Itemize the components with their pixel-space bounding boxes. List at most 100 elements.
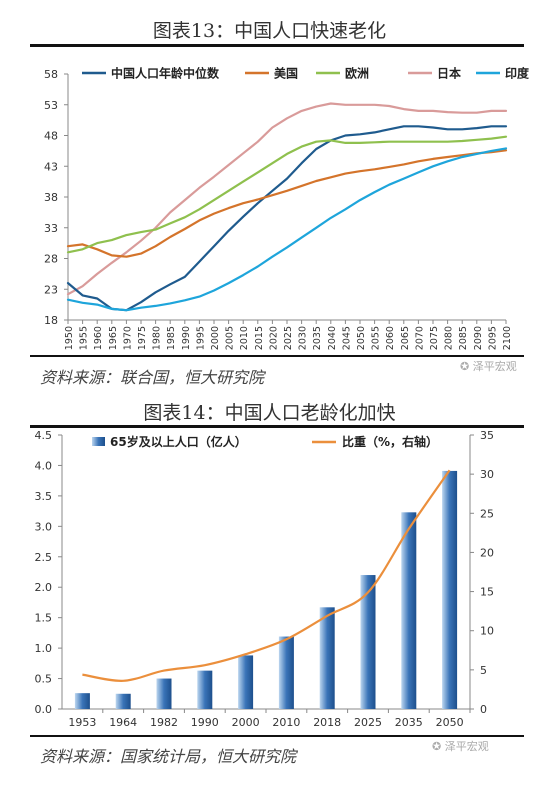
chart2-left-tick-label: 1.0 xyxy=(35,642,53,655)
chart2-left-tick-label: 2.0 xyxy=(35,581,53,594)
chart1-x-tick-label: 2050 xyxy=(356,326,367,350)
chart2-right-tick-label: 10 xyxy=(480,625,494,638)
chart1-x-tick-label: 2025 xyxy=(283,326,294,350)
chart1-x-tick-label: 1950 xyxy=(64,326,75,350)
chart1-y-tick-label: 33 xyxy=(44,222,58,235)
chart1-y-tick-label: 28 xyxy=(44,253,58,266)
chart2-right-tick-label: 5 xyxy=(480,664,487,677)
chart1-title: 图表13：中国人口快速老化 xyxy=(152,20,387,42)
chart2-bar xyxy=(74,693,90,709)
chart1-x-tick-label: 1985 xyxy=(166,326,177,350)
chart2-bar xyxy=(115,693,131,709)
chart2-plot: 0.00.51.01.52.02.53.03.54.04.50510152025… xyxy=(35,429,495,729)
chart1-legend-label: 美国 xyxy=(274,66,298,81)
chart2-left-tick-label: 4.5 xyxy=(35,429,53,442)
chart1-watermark: ✪ 泽平宏观 xyxy=(460,358,517,374)
chart1-y-tick-label: 58 xyxy=(44,68,58,81)
chart1-x-tick-label: 2085 xyxy=(458,326,469,350)
chart1-bottom-rule xyxy=(30,355,524,357)
chart2-bar xyxy=(238,655,254,709)
chart2-bar xyxy=(278,636,294,709)
chart2-bar xyxy=(360,575,376,709)
chart2-x-tick-label: 1964 xyxy=(109,716,137,729)
wechat-icon: ✪ xyxy=(432,740,442,753)
chart1-x-tick-label: 1995 xyxy=(195,326,206,350)
chart2-x-tick-label: 1990 xyxy=(191,716,219,729)
chart2-watermark: ✪ 泽平宏观 xyxy=(432,738,489,754)
chart1-x-tick-label: 2070 xyxy=(414,326,425,350)
chart2-x-tick-label: 2050 xyxy=(436,716,464,729)
chart1-x-tick-label: 2075 xyxy=(429,326,440,350)
chart2-right-tick-label: 30 xyxy=(480,468,494,481)
chart1-y-tick-label: 48 xyxy=(44,130,58,143)
chart2-x-tick-label: 1953 xyxy=(68,716,96,729)
chart1-x-tick-label: 2020 xyxy=(268,326,279,350)
chart1-x-tick-label: 2045 xyxy=(341,326,352,350)
chart2-legend-swatch xyxy=(92,437,105,446)
chart1-y-tick-label: 53 xyxy=(44,99,58,112)
chart2-bar xyxy=(401,512,417,709)
chart2-left-tick-label: 0.5 xyxy=(35,673,53,686)
chart1-x-tick-label: 1960 xyxy=(93,326,104,350)
chart1-x-tick-label: 1965 xyxy=(108,326,119,350)
chart1-x-tick-label: 2060 xyxy=(385,326,396,350)
chart2-x-tick-label: 2000 xyxy=(232,716,260,729)
chart1-x-tick-label: 2100 xyxy=(502,326,513,350)
chart2-bottom-rule xyxy=(30,735,524,737)
chart2-x-tick-label: 2010 xyxy=(272,716,300,729)
chart2-x-tick-label: 1982 xyxy=(150,716,178,729)
chart1-legend-label: 日本 xyxy=(437,66,461,81)
chart2-right-tick-label: 15 xyxy=(480,586,494,599)
chart2-x-tick-label: 2025 xyxy=(354,716,382,729)
chart2-right-tick-label: 0 xyxy=(480,703,487,716)
chart1-x-tick-label: 1980 xyxy=(152,326,163,350)
chart1-legend-label: 印度 xyxy=(505,66,530,81)
chart2-x-tick-label: 2035 xyxy=(395,716,423,729)
chart2-x-tick-label: 2018 xyxy=(313,716,341,729)
chart1-y-tick-label: 18 xyxy=(44,314,58,327)
chart1-x-tick-label: 1990 xyxy=(181,326,192,350)
chart2-ratio-line xyxy=(82,469,451,682)
chart2-top-rule xyxy=(30,425,524,428)
chart2-legend-label: 比重（%，右轴） xyxy=(342,434,438,449)
chart1-x-tick-label: 2055 xyxy=(371,326,382,350)
chart1-plot: 18 23 28 33 38 43 48 53 58 1950 1955 1960 1965 1970 19… xyxy=(44,66,530,351)
chart2-legend-label: 65岁及以上人口（亿人） xyxy=(110,434,247,449)
chart1-x-tick-label: 2030 xyxy=(298,326,309,350)
chart2-left-tick-label: 1.5 xyxy=(35,612,53,625)
chart1-x-tick-label: 2095 xyxy=(487,326,498,350)
chart1-series-line xyxy=(66,135,508,254)
chart2-bar xyxy=(197,670,213,709)
chart2-left-tick-label: 3.0 xyxy=(35,520,53,533)
chart2-left-tick-label: 2.5 xyxy=(35,551,53,564)
chart1-x-tick-label: 2000 xyxy=(210,326,221,350)
chart2-right-tick-label: 20 xyxy=(480,546,494,559)
chart1-source: 资料来源：联合国，恒大研究院 xyxy=(40,368,265,387)
chart1-series-line xyxy=(66,147,508,312)
chart1-x-tick-label: 1975 xyxy=(137,326,148,350)
chart1-y-tick-label: 38 xyxy=(44,191,58,204)
chart1-top-rule xyxy=(30,44,524,47)
chart1-series-line xyxy=(66,149,508,258)
chart1-x-tick-label: 2015 xyxy=(254,326,265,350)
chart1-series-line xyxy=(66,102,508,296)
wechat-icon: ✪ xyxy=(460,360,470,373)
chart2-left-tick-label: 3.5 xyxy=(35,490,53,503)
chart2-bar xyxy=(319,607,335,709)
chart1-x-tick-label: 2080 xyxy=(444,326,455,350)
chart2-right-tick-label: 35 xyxy=(480,429,494,442)
chart1-series-line xyxy=(66,125,508,312)
chart2-right-tick-label: 25 xyxy=(480,507,494,520)
chart1-x-tick-label: 2035 xyxy=(312,326,323,350)
chart1-x-tick-label: 2065 xyxy=(400,326,411,350)
chart2-title: 图表14：中国人口老龄化加快 xyxy=(143,402,396,424)
chart2-source: 资料来源：国家统计局，恒大研究院 xyxy=(40,747,297,766)
chart1-x-tick-label: 1970 xyxy=(122,326,133,350)
chart2-bar xyxy=(442,470,458,709)
chart1-y-tick-label: 23 xyxy=(44,283,58,296)
chart2-watermark-text: 泽平宏观 xyxy=(444,740,489,753)
chart1-legend-label: 中国人口年龄中位数 xyxy=(111,66,220,81)
chart1-y-tick-label: 43 xyxy=(44,160,58,173)
chart2-left-tick-label: 0.0 xyxy=(35,703,53,716)
chart1-x-tick-label: 2040 xyxy=(327,326,338,350)
